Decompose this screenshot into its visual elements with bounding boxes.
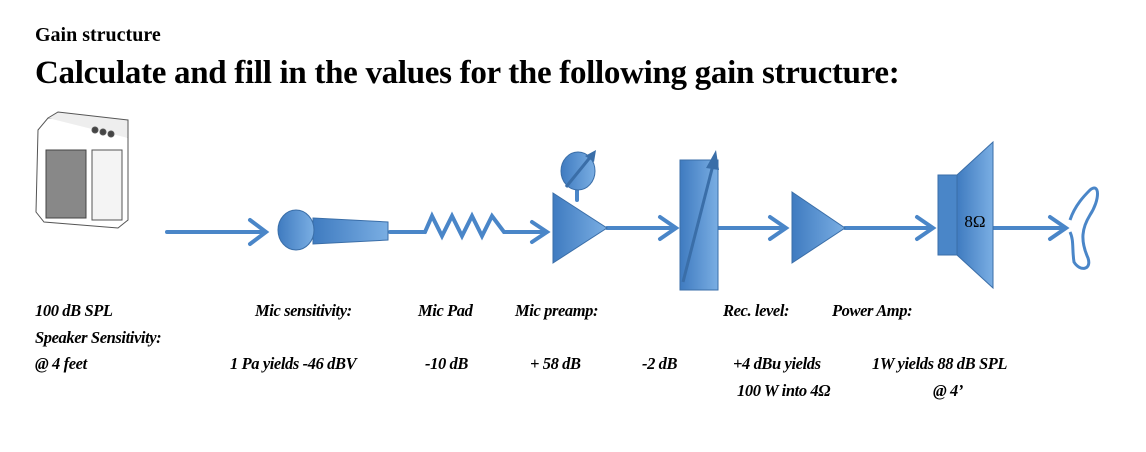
source-spl-label: 100 dB SPL bbox=[35, 301, 113, 320]
mic-sensitivity-value: 1 Pa yields -46 dBV bbox=[230, 354, 357, 373]
signal-arrow bbox=[843, 215, 937, 241]
microphone-icon bbox=[277, 209, 389, 251]
rec-level-heading: Rec. level: bbox=[723, 301, 790, 320]
mic-pad-heading: Mic Pad bbox=[418, 301, 473, 320]
resistor-pad-icon bbox=[423, 211, 547, 241]
fader-value: -2 dB bbox=[642, 354, 678, 373]
mic-preamp-heading: Mic preamp: bbox=[515, 301, 599, 320]
guitar-amp-icon bbox=[35, 111, 129, 229]
power-amp-heading: Power Amp: bbox=[832, 301, 913, 320]
loudspeaker-icon: 8Ω bbox=[937, 140, 994, 290]
power-amp-value-2: 100 W into 4Ω bbox=[737, 381, 831, 400]
section-subtitle: Gain structure bbox=[35, 24, 161, 46]
fader-icon bbox=[679, 150, 719, 291]
speaker-value-2: @ 4’ bbox=[933, 381, 963, 400]
signal-arrow bbox=[165, 218, 270, 246]
preamp-triangle-icon bbox=[552, 192, 608, 264]
power-amp-triangle-icon bbox=[791, 191, 846, 264]
arrowhead bbox=[530, 220, 551, 244]
speaker-value-1: 1W yields 88 dB SPL bbox=[872, 354, 1008, 373]
speaker-sensitivity-heading: Speaker Sensitivity: bbox=[35, 328, 162, 347]
page-title: Calculate and fill in the values for the… bbox=[35, 55, 900, 91]
gain-knob-icon bbox=[560, 150, 596, 191]
speaker-impedance-label: 8Ω bbox=[964, 212, 985, 231]
mic-sensitivity-heading: Mic sensitivity: bbox=[255, 301, 352, 320]
signal-arrow bbox=[716, 215, 790, 241]
signal-arrow bbox=[991, 215, 1070, 241]
ear-icon bbox=[1068, 186, 1099, 270]
mic-pad-value: -10 dB bbox=[425, 354, 468, 373]
signal-arrow bbox=[605, 215, 680, 241]
mic-preamp-value: + 58 dB bbox=[530, 354, 581, 373]
source-distance-label: @ 4 feet bbox=[35, 354, 87, 373]
power-amp-value-1: +4 dBu yields bbox=[733, 354, 821, 373]
